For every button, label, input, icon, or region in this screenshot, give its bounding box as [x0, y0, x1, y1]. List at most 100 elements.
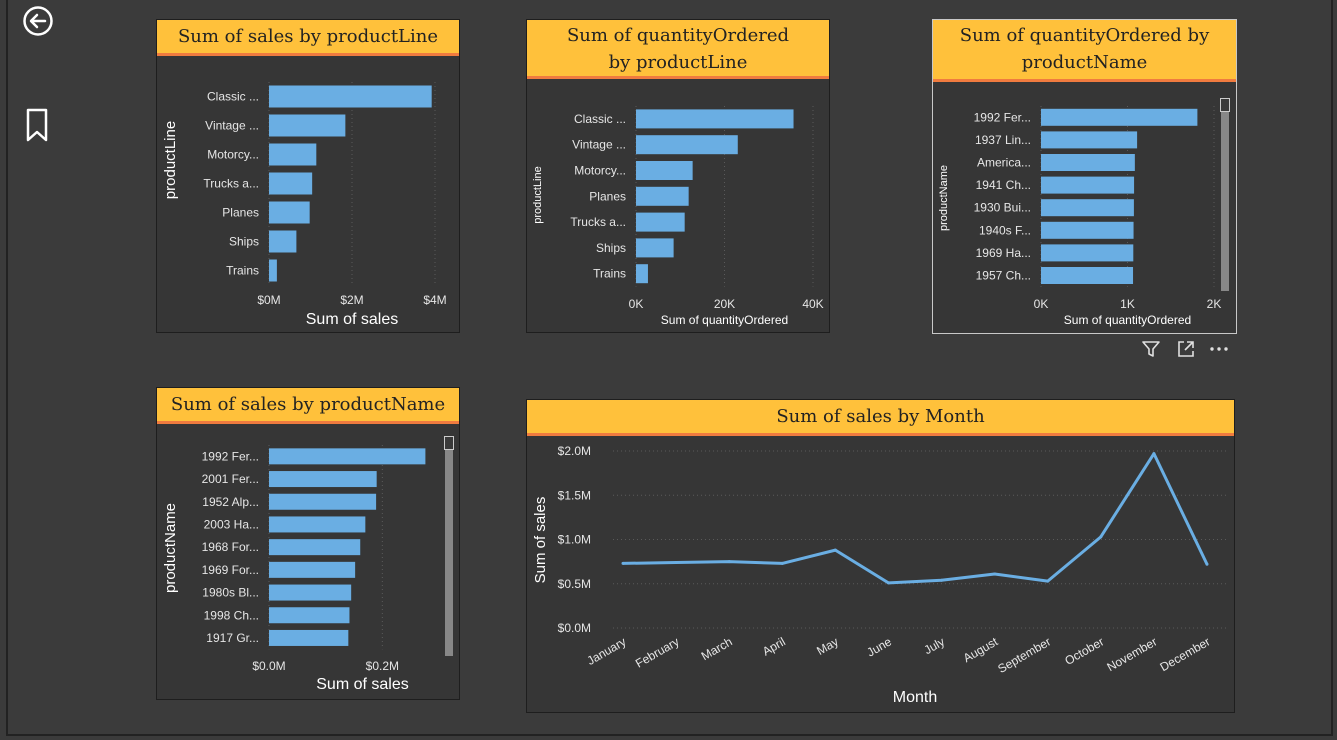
x-tick-label: August [961, 634, 1001, 665]
y-tick-label: $1.0M [558, 533, 591, 547]
x-tick-label: 1K [1120, 297, 1135, 311]
bookmark-icon[interactable] [24, 108, 50, 144]
y-axis-title: productName [162, 503, 179, 593]
bar [1041, 131, 1138, 149]
chart-title: Sum of sales by productName [157, 388, 459, 424]
category-label: Classic ... [574, 112, 626, 126]
category-label: Trucks a... [203, 177, 259, 191]
chart-scrollbar[interactable] [444, 436, 454, 656]
data-point [1205, 562, 1209, 566]
more-options-icon[interactable] [1208, 338, 1230, 364]
x-tick-label: $0.0M [252, 659, 285, 673]
bar [269, 143, 317, 166]
chart-title: Sum of quantityOrdered by productLine [527, 20, 829, 79]
x-tick-label: June [864, 634, 894, 659]
data-point [940, 578, 944, 582]
data-point [833, 548, 837, 552]
bar [636, 135, 738, 155]
x-tick-label: 40K [802, 297, 823, 311]
x-tick-label: $0.2M [366, 659, 399, 673]
chart-panel-quantity-by-productname[interactable]: Sum of quantityOrdered by productName 0K… [932, 19, 1237, 334]
y-axis-title: productName [938, 165, 950, 231]
x-tick-label: April [760, 634, 788, 658]
y-tick-label: $0.5M [558, 577, 591, 591]
category-label: Vintage ... [205, 119, 259, 133]
x-tick-label: October [1062, 634, 1106, 667]
bar [269, 230, 297, 253]
category-label: Trains [593, 267, 626, 281]
x-tick-label: 0K [1034, 297, 1049, 311]
x-tick-label: December [1158, 634, 1213, 674]
category-label: Ships [229, 235, 259, 249]
bar [269, 172, 313, 195]
category-label: 1930 Bui... [974, 201, 1031, 215]
bar [636, 109, 794, 129]
data-point [780, 561, 784, 565]
filter-icon[interactable] [1140, 338, 1162, 364]
chart-title: Sum of sales by productLine [157, 20, 459, 56]
y-tick-label: $0.0M [558, 621, 591, 635]
category-label: 1969 For... [202, 563, 259, 577]
x-tick-label: March [699, 634, 735, 663]
bar [269, 493, 377, 510]
data-point [1099, 535, 1103, 539]
y-tick-label: $2.0M [558, 444, 591, 458]
chart-title: Sum of sales by Month [527, 400, 1234, 436]
x-tick-label: February [633, 634, 682, 670]
category-label: 1957 Ch... [976, 269, 1031, 283]
bar [269, 114, 346, 137]
bar [269, 607, 350, 624]
chart-panel-sales-by-productname[interactable]: Sum of sales by productName $0.0M $0.2M 19… [156, 387, 460, 700]
x-axis-title: Sum of quantityOrdered [1064, 313, 1191, 327]
bar [269, 471, 377, 488]
x-tick-label: September [995, 634, 1053, 675]
x-axis-title: Sum of quantityOrdered [661, 313, 788, 327]
data-point [993, 572, 997, 576]
bar [269, 539, 361, 556]
category-label: Motorcy... [207, 148, 259, 162]
x-axis-title: Sum of sales [306, 311, 398, 328]
data-point [1046, 579, 1050, 583]
y-axis-title: Sum of sales [532, 497, 549, 584]
x-axis-title: Sum of sales [316, 676, 408, 693]
scrollbar-thumb[interactable] [444, 436, 454, 450]
data-point [674, 561, 678, 565]
bar [1041, 176, 1135, 194]
x-tick-label: $2M [340, 293, 363, 307]
bar [1041, 244, 1134, 262]
chart-scrollbar[interactable] [1220, 98, 1230, 291]
bar [269, 448, 426, 465]
scrollbar-thumb[interactable] [1220, 98, 1230, 112]
y-tick-label: $1.5M [558, 488, 591, 502]
visual-header-toolbar [1138, 338, 1236, 362]
category-label: 2001 Fer... [202, 472, 259, 486]
bar [636, 264, 648, 284]
category-label: 1992 Fer... [202, 449, 259, 463]
data-point [886, 581, 890, 585]
data-point [621, 561, 625, 565]
bar [1041, 267, 1134, 284]
focus-mode-icon[interactable] [1175, 338, 1197, 364]
x-tick-label: 2K [1207, 297, 1222, 311]
bar [1041, 199, 1134, 217]
bar [269, 259, 277, 282]
chart-panel-sales-by-month[interactable]: Sum of sales by Month $0.0M $0.5M $1.0M $1.… [526, 399, 1235, 713]
category-label: 1941 Ch... [976, 178, 1031, 192]
bar-chart-sales-by-productline: $0M $2M $4M Classic ... Vintage ... Motorcy..… [162, 82, 447, 328]
category-label: 1937 Lin... [975, 133, 1031, 147]
chart-panel-quantity-by-productline[interactable]: Sum of quantityOrdered by productLine 0K… [526, 19, 830, 333]
bar-chart-sales-by-productname: $0.0M $0.2M 1992 Fer... 2001 Fer... 1952 Alp… [162, 445, 426, 693]
category-label: Classic ... [207, 90, 259, 104]
category-label: Planes [589, 189, 626, 203]
x-tick-label: January [585, 634, 629, 667]
x-tick-label: $0M [257, 293, 280, 307]
category-label: 1917 Gr... [206, 631, 259, 645]
chart-panel-sales-by-productline[interactable]: Sum of sales by productLine $0M $2M $4M Cla… [156, 19, 460, 333]
bar-chart-quantity-by-productline: 0K 20K 40K Classic ... Vintage ... Motorcy...… [532, 106, 824, 327]
bar [269, 85, 432, 108]
category-label: 2003 Ha... [204, 517, 259, 531]
bar [269, 629, 349, 646]
back-arrow-icon[interactable] [22, 5, 54, 37]
category-label: 1969 Ha... [976, 246, 1031, 260]
bar [636, 161, 693, 180]
